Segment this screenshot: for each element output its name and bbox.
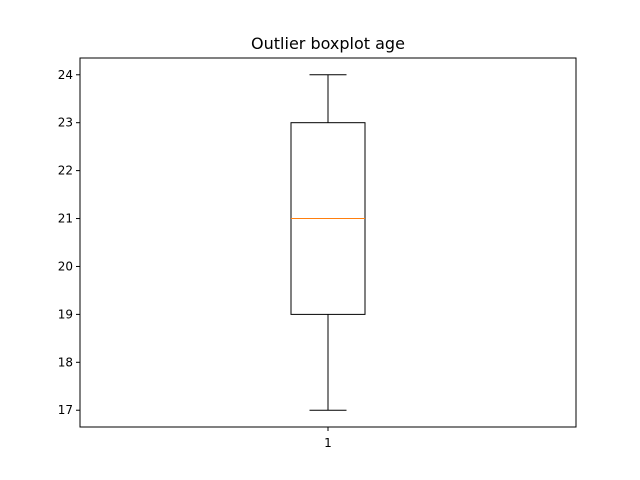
y-tick-label: 23	[58, 116, 73, 130]
y-tick-label: 18	[58, 355, 73, 369]
chart-title: Outlier boxplot age	[251, 34, 405, 53]
x-axis: 1	[324, 427, 332, 450]
y-tick-label: 24	[58, 68, 73, 82]
y-tick-label: 21	[58, 212, 73, 226]
box-group	[290, 74, 366, 411]
x-tick-label: 1	[324, 436, 332, 450]
y-tick-label: 20	[58, 259, 73, 273]
y-tick-label: 17	[58, 403, 73, 417]
y-tick-label: 22	[58, 164, 73, 178]
y-axis: 17 18 19 20 21 22 23 24	[58, 68, 80, 417]
y-tick-label: 19	[58, 307, 73, 321]
